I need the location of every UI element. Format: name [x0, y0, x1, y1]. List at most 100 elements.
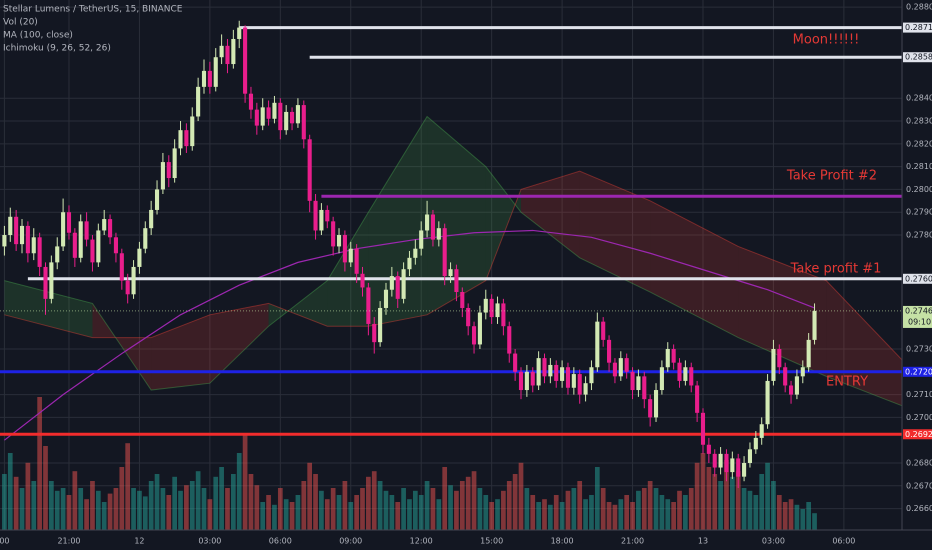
volume-bar: [571, 488, 577, 530]
volume-bar: [618, 499, 624, 530]
volume-bar: [776, 495, 782, 530]
volume-bar: [683, 495, 688, 530]
volume-bar: [536, 502, 541, 530]
candle-body: [2, 235, 7, 247]
candle-body: [61, 212, 66, 247]
volume-bar: [166, 495, 172, 530]
candle-body: [607, 339, 612, 363]
volume-bar: [724, 460, 729, 530]
volume-bar: [137, 490, 142, 530]
candle-body: [700, 412, 706, 445]
candle-body: [536, 358, 541, 386]
volume-bar: [806, 502, 812, 530]
x-tick-label: 12: [134, 537, 144, 546]
volume-bar: [765, 462, 770, 530]
candle-body: [102, 219, 107, 231]
volume-bar: [759, 474, 765, 530]
candle-body: [407, 257, 412, 270]
volume-bar: [459, 481, 465, 530]
volume-bar: [354, 495, 359, 530]
candle-body: [313, 200, 318, 231]
x-tick-label: 21:00: [621, 537, 644, 546]
volume-bar: [671, 502, 676, 530]
volume-bar: [583, 499, 588, 530]
volume-bar: [395, 502, 401, 530]
volume-bar: [189, 481, 195, 530]
grid: [0, 0, 902, 530]
candle-body: [331, 221, 336, 247]
candle-body: [419, 230, 424, 249]
level-price-box: [903, 52, 932, 63]
volume-bar: [60, 488, 66, 530]
annotation: ENTRY: [826, 375, 868, 390]
candle-body: [149, 209, 154, 229]
candle-body: [524, 371, 529, 391]
volume-bar: [483, 495, 489, 530]
candle-body: [612, 362, 617, 377]
volume-bar: [201, 488, 207, 530]
candle-body: [794, 376, 799, 395]
ichimoku-cloud: [268, 280, 328, 327]
candle-body: [577, 374, 582, 395]
volume-bar: [653, 488, 659, 530]
volume-bar: [606, 502, 612, 530]
candle-body: [583, 383, 588, 395]
volume-bar: [530, 495, 536, 530]
candle-body: [395, 276, 400, 299]
volume-bar: [25, 462, 31, 530]
candle-body: [160, 162, 165, 190]
plot-area: [0, 20, 902, 530]
candle-body: [325, 209, 330, 222]
volume-bar: [125, 443, 131, 530]
volume-bar: [272, 504, 277, 530]
candle-body: [618, 358, 623, 377]
candle-body: [665, 349, 670, 368]
volume-bar: [336, 495, 342, 530]
candle-body: [360, 273, 365, 288]
candle-body: [66, 212, 72, 233]
candle-body: [301, 105, 306, 140]
indicator-label: Ichimoku (9, 26, 52, 26): [3, 44, 111, 54]
volume-bar: [471, 471, 477, 530]
candle-body: [495, 303, 500, 318]
indicator-label: MA (100, close): [3, 31, 73, 41]
candle-body: [448, 269, 453, 277]
volume-bar: [231, 474, 236, 530]
x-tick-label: 21:00: [57, 537, 80, 546]
candle-body: [742, 462, 747, 477]
countdown-label: 09:10: [908, 317, 931, 326]
volume-bar: [700, 453, 706, 530]
candle-body: [718, 453, 723, 468]
candle-body: [14, 216, 19, 245]
chart-title: Stellar Lumens / TetherUS, 15, BINANCE: [3, 5, 183, 15]
volume-bar: [19, 488, 25, 530]
candle-body: [37, 237, 42, 267]
x-tick-label: 03:00: [198, 537, 221, 546]
volume-bar: [677, 490, 682, 530]
candle-body: [542, 358, 547, 377]
x-tick-label: 06:00: [269, 537, 292, 546]
volume-bar: [260, 502, 266, 530]
candle-body: [190, 116, 195, 147]
candle-body: [747, 449, 753, 463]
volume-bar: [782, 502, 788, 530]
candle-body: [131, 266, 136, 295]
volume-bar: [324, 499, 330, 530]
candle-body: [689, 367, 694, 386]
candle-body: [471, 326, 477, 345]
volume-bar: [148, 481, 154, 530]
candle-body: [84, 221, 89, 240]
annotation: Moon!!!!!!: [793, 33, 860, 48]
candle-body: [783, 367, 788, 386]
volume-bar: [641, 488, 647, 530]
candle-body: [454, 269, 459, 293]
ichimoku-cloud: [327, 212, 369, 327]
candle-body: [8, 216, 13, 236]
volume-bar: [366, 476, 371, 530]
annotation: Take Profit #2: [786, 169, 877, 184]
candle-body: [765, 380, 770, 425]
candle-body: [653, 390, 659, 418]
